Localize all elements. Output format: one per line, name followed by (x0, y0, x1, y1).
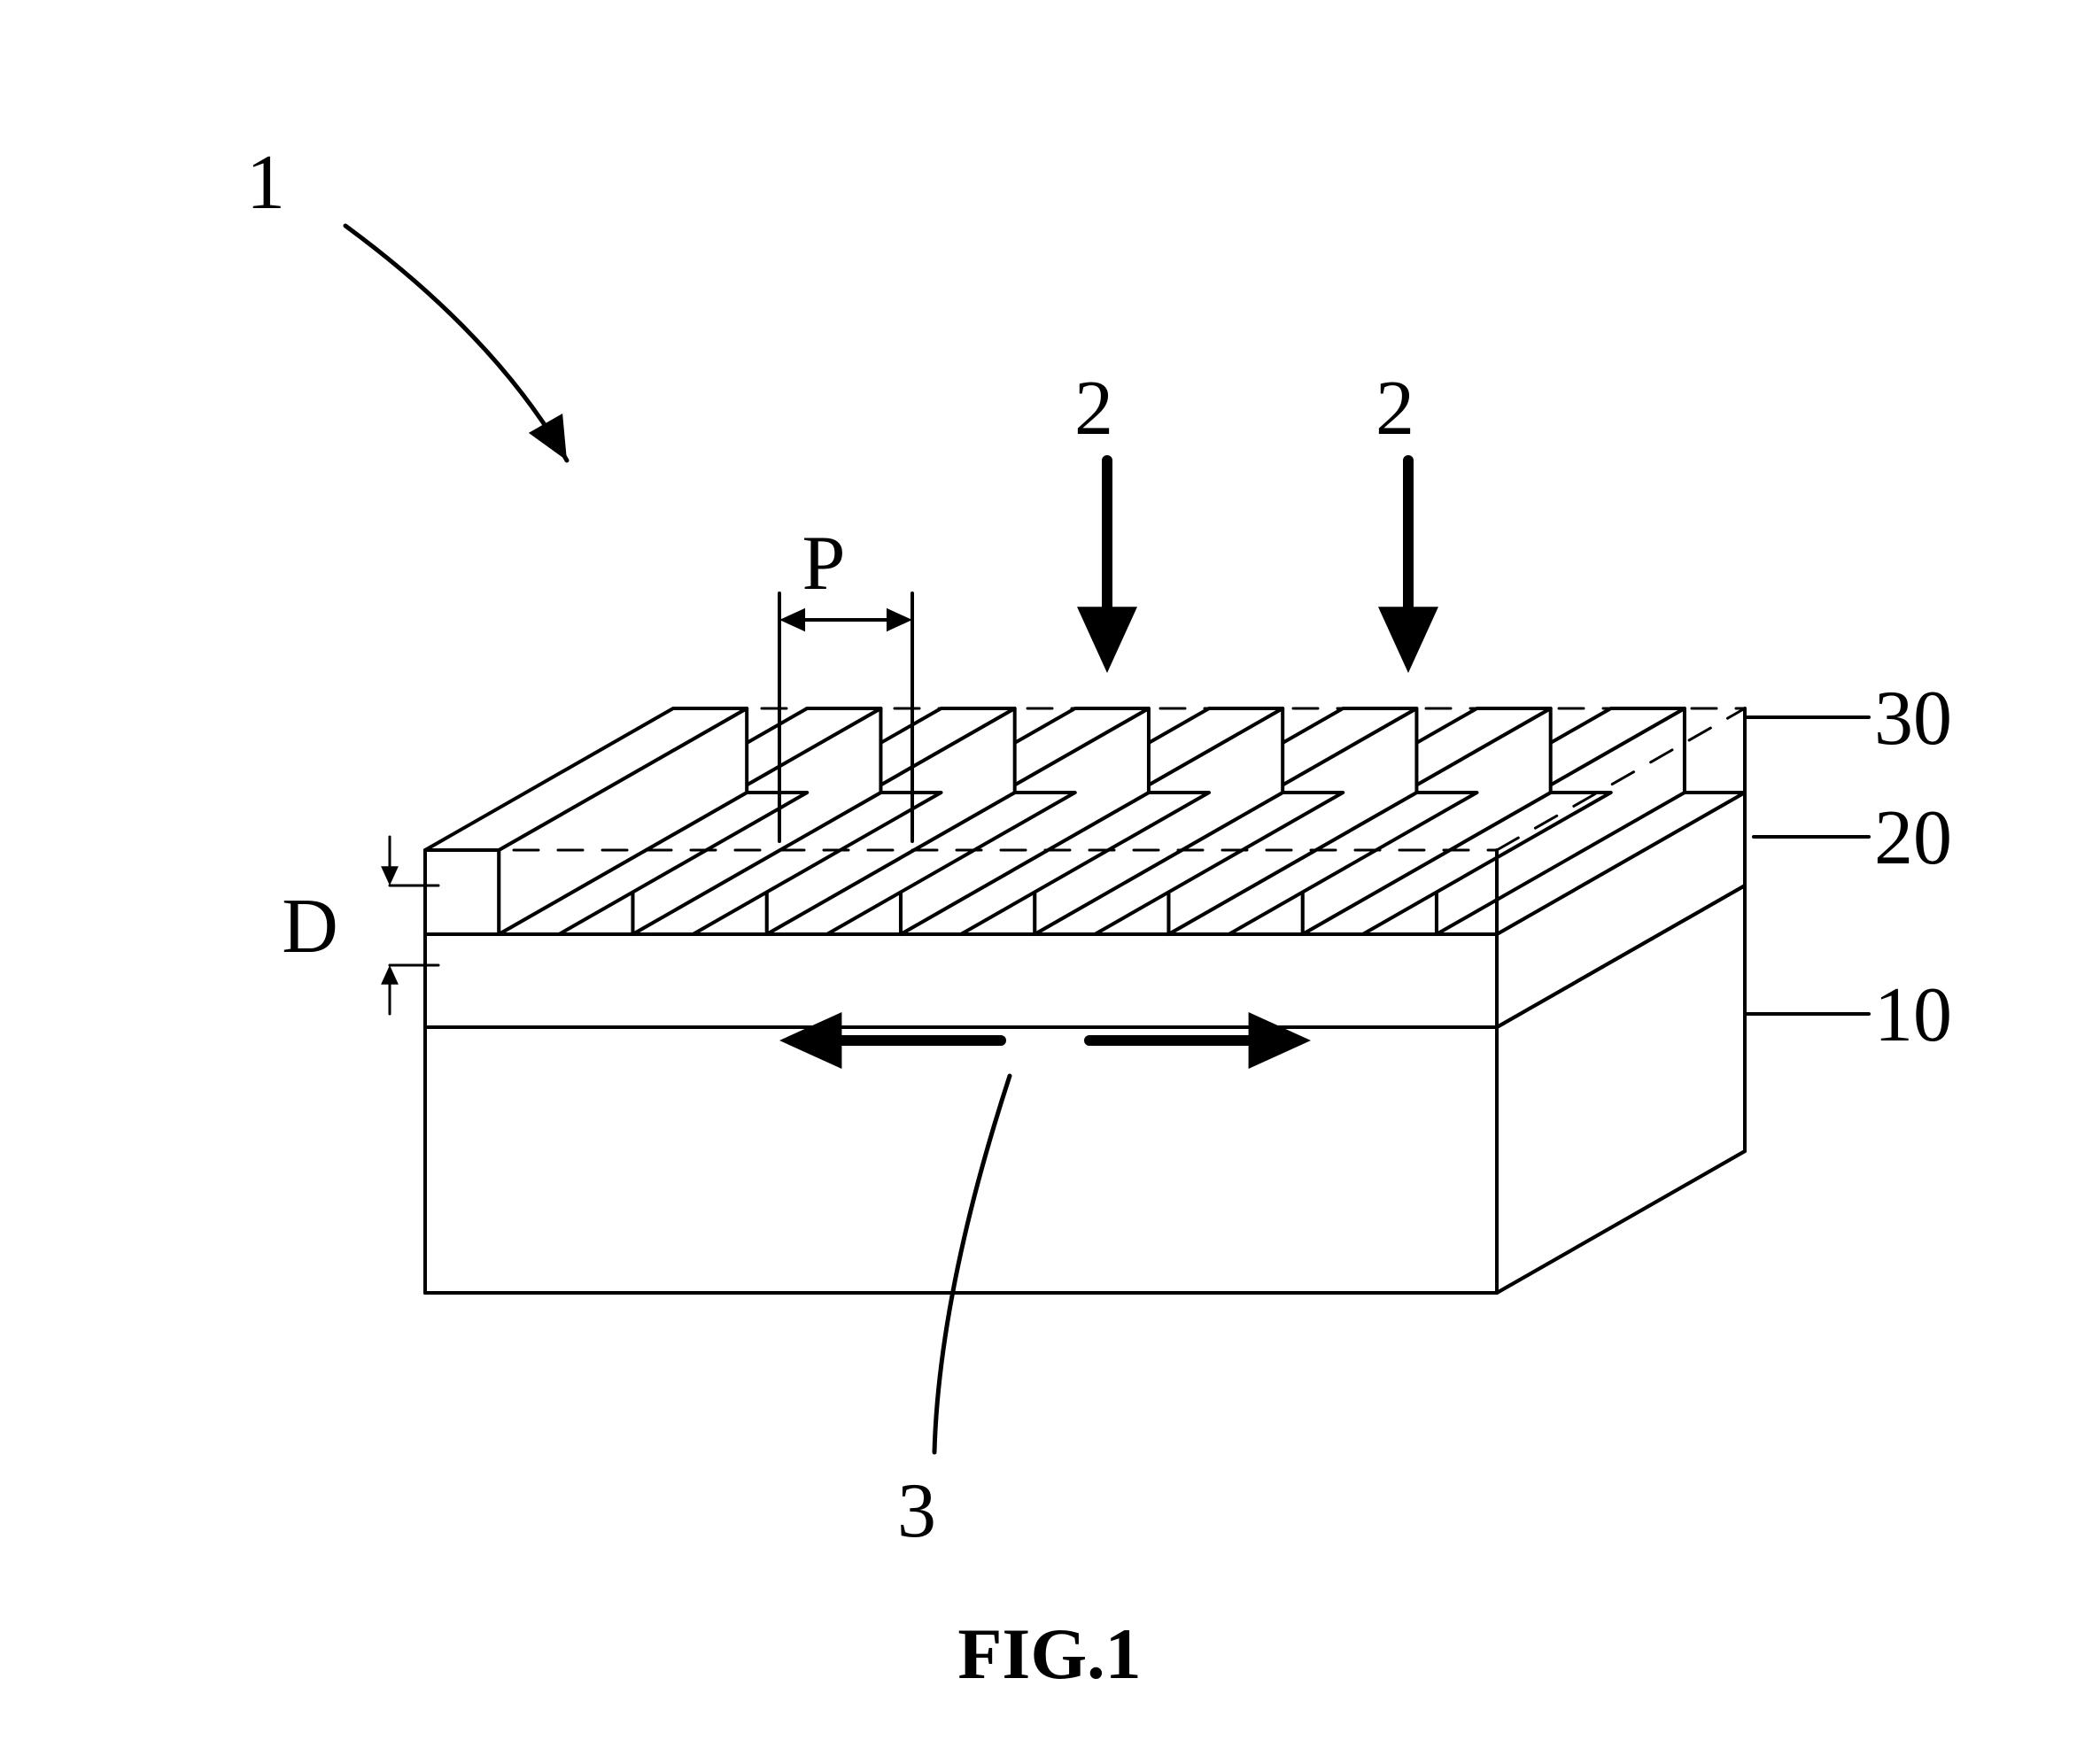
svg-text:1: 1 (246, 140, 285, 226)
svg-text:3: 3 (897, 1468, 936, 1554)
svg-text:2: 2 (1375, 366, 1414, 452)
svg-text:20: 20 (1874, 795, 1952, 881)
svg-text:P: P (802, 521, 846, 607)
svg-text:FIG.1: FIG.1 (957, 1613, 1141, 1694)
svg-text:10: 10 (1874, 972, 1952, 1058)
svg-text:2: 2 (1074, 366, 1113, 452)
svg-text:D: D (282, 884, 338, 970)
figure-1-diagram: FIG.1 1 2 2 3 10 20 30 P D (0, 0, 2100, 1748)
svg-text:30: 30 (1874, 676, 1952, 762)
